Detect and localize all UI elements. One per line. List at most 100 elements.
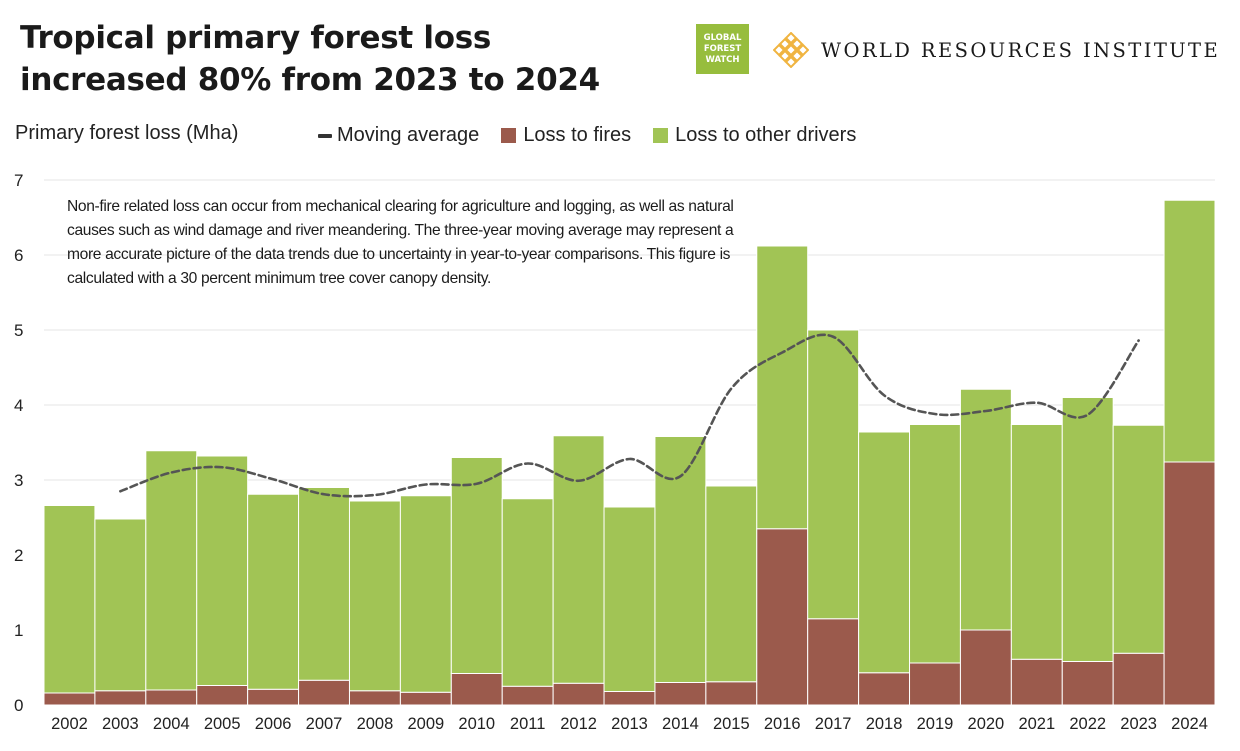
x-tick-label: 2005 [204, 715, 241, 733]
bar-fires [959, 629, 1012, 706]
bar-other-drivers [298, 487, 350, 681]
moving-average-line [119, 333, 1140, 498]
wri-emblem-diamond [790, 37, 804, 51]
bar-other-drivers [247, 493, 300, 690]
bar-fires [501, 685, 554, 706]
chart-title-line-1: Tropical primary forest loss [20, 20, 492, 56]
x-tick-label: 2016 [764, 715, 801, 733]
bar-fires [450, 673, 503, 706]
x-tick-label: 2019 [917, 715, 954, 733]
legend-label-other-drivers: Loss to other drivers [675, 124, 857, 146]
bar-other-drivers [705, 485, 758, 683]
bar-other-drivers [1112, 424, 1165, 654]
bar-fires [1163, 461, 1216, 706]
x-tick-label: 2006 [255, 715, 292, 733]
wri-emblem-diamond [790, 49, 804, 63]
x-tick-label: 2023 [1120, 715, 1157, 733]
legend-swatch-moving-average [318, 133, 332, 138]
y-tick-label: 3 [14, 471, 23, 490]
x-tick-label: 2012 [560, 715, 597, 733]
bar-fires [145, 689, 198, 706]
bar-fires [94, 690, 147, 706]
wri-emblem-diamond [784, 43, 798, 57]
x-tick-label: 2017 [815, 715, 852, 733]
bar-fires [247, 688, 300, 706]
x-tick-label: 2003 [102, 715, 139, 733]
x-tick-label: 2013 [611, 715, 648, 733]
chart-title: Tropical primary forest loss increased 8… [20, 17, 600, 101]
bar-fires [705, 681, 758, 706]
bar-fires [603, 691, 656, 706]
gfw-logo-line: GLOBAL [703, 32, 742, 43]
legend-label-moving-average: Moving average [337, 124, 480, 146]
bar-fires [196, 685, 249, 706]
bar-other-drivers [807, 329, 860, 620]
x-tick-label: 2009 [407, 715, 444, 733]
bar-fires [348, 690, 401, 706]
bar-fires [43, 692, 96, 706]
x-tick-label: 2004 [153, 715, 190, 733]
bar-other-drivers [603, 506, 656, 692]
bar-fires [298, 679, 350, 706]
y-tick-label: 4 [14, 396, 23, 415]
bar-fires [1061, 661, 1114, 706]
legend-swatch-fires [501, 128, 517, 143]
bar-fires [1010, 658, 1063, 706]
x-tick-label: 2024 [1171, 715, 1208, 733]
chart-legend: Moving average Loss to fires Loss to oth… [318, 124, 878, 147]
wri-emblem-diamond [784, 32, 798, 45]
bar-other-drivers [145, 450, 198, 691]
legend-item-fires: Loss to fires [501, 124, 631, 147]
wri-emblem-diamond [784, 55, 798, 68]
wri-logo-text: WORLD RESOURCES INSTITUTE [821, 38, 1221, 62]
x-tick-label: 2011 [510, 715, 545, 733]
bar-other-drivers [909, 424, 961, 664]
y-tick-label: 0 [14, 696, 23, 715]
bar-other-drivers [1010, 424, 1063, 660]
bar-other-drivers [1061, 397, 1114, 662]
y-axis-label: Primary forest loss (Mha) [15, 122, 239, 144]
legend-label-fires: Loss to fires [523, 124, 632, 146]
wri-logo: WORLD RESOURCES INSTITUTE [773, 30, 1220, 70]
bar-fires [399, 691, 452, 706]
wri-emblem-diamond [796, 43, 809, 57]
bar-other-drivers [1163, 199, 1216, 463]
bar-other-drivers [858, 431, 911, 674]
bar-other-drivers [399, 495, 452, 693]
gfw-logo-line: WATCH [705, 54, 740, 65]
y-tick-label: 1 [14, 621, 23, 640]
global-forest-watch-logo: GLOBAL FOREST WATCH [696, 24, 749, 74]
bar-fires [807, 618, 860, 706]
y-tick-label: 6 [14, 246, 23, 265]
x-tick-label: 2002 [51, 715, 88, 733]
x-tick-label: 2021 [1018, 715, 1055, 733]
x-tick-label: 2008 [357, 715, 394, 733]
legend-item-moving-average: Moving average [318, 124, 479, 147]
gfw-logo-line: FOREST [703, 43, 742, 54]
bar-other-drivers [94, 518, 147, 692]
bar-other-drivers [552, 435, 605, 684]
bar-other-drivers [654, 436, 707, 683]
y-tick-label: 5 [14, 321, 23, 340]
wri-emblem-diamond [778, 49, 792, 63]
bar-fires [909, 662, 961, 706]
bar-other-drivers [450, 457, 503, 674]
x-tick-label: 2022 [1069, 715, 1106, 733]
bar-other-drivers [43, 505, 96, 694]
legend-item-other-drivers: Loss to other drivers [653, 124, 856, 147]
y-tick-label: 2 [14, 546, 23, 565]
bar-other-drivers [959, 388, 1012, 631]
x-tick-label: 2015 [713, 715, 750, 733]
bar-fires [654, 682, 707, 706]
bar-other-drivers [348, 500, 401, 692]
legend-swatch-other-drivers [653, 128, 669, 143]
x-tick-label: 2020 [968, 715, 1005, 733]
y-tick-label: 7 [14, 171, 23, 190]
x-tick-label: 2007 [306, 715, 343, 733]
bar-fires [552, 682, 605, 706]
bar-other-drivers [501, 498, 554, 687]
x-tick-label: 2018 [866, 715, 903, 733]
x-tick-label: 2010 [458, 715, 495, 733]
bar-other-drivers [196, 455, 249, 686]
